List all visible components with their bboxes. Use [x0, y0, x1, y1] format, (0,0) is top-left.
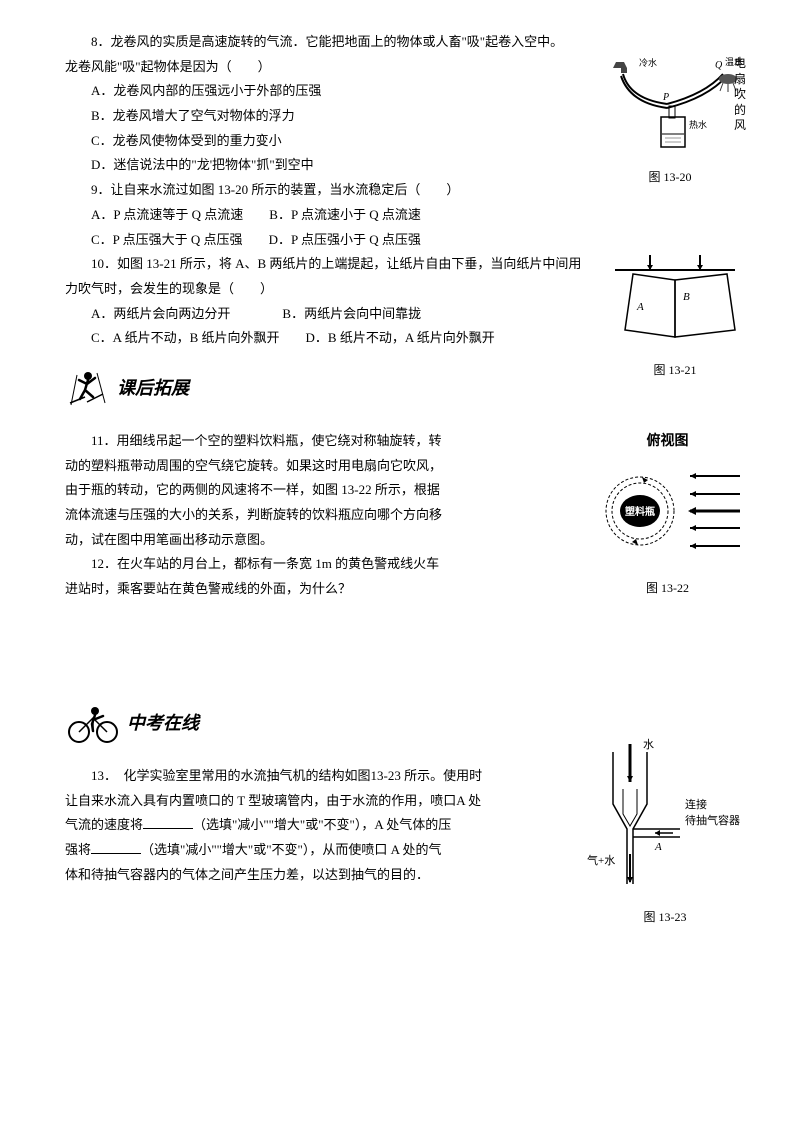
- q10-option-D: D．B 纸片不动，A 纸片向外飘开: [306, 330, 495, 345]
- q13-line4b: （选填"减小""增大"或"不变"），从而使喷口 A 处的气: [141, 842, 442, 857]
- label-B: B: [683, 291, 690, 303]
- faucet-icon: [613, 62, 627, 73]
- q13-line4a: 强将: [65, 842, 91, 857]
- label-A: A: [636, 301, 644, 313]
- wind-arrows: [688, 473, 740, 549]
- figure-13-22-label: 图 13-22: [590, 577, 745, 600]
- q13-line3b: （选填"减小""增大"或"不变"），A 处气体的压: [193, 817, 451, 832]
- q10-option-A: A．两纸片会向两边分开: [91, 306, 230, 321]
- section-title-extension: 课后拓展: [117, 371, 189, 405]
- figure-13-22: 俯视图 塑料瓶 电扇吹的风 图 13-22: [590, 429, 745, 600]
- figure-13-22-side: 电扇吹的风: [733, 56, 747, 134]
- cyclist-icon: [65, 702, 121, 744]
- figure-13-20-label: 图 13-20: [595, 166, 745, 189]
- figure-13-22-title: 俯视图: [590, 429, 745, 456]
- label-Q: Q: [715, 60, 723, 71]
- blank-2[interactable]: [91, 841, 141, 854]
- q9-option-A: A．P 点流速等于 Q 点流速: [91, 207, 243, 222]
- svg-text:待抽气容器: 待抽气容器: [685, 813, 740, 827]
- figure-13-21-label: 图 13-21: [605, 359, 745, 382]
- figure-13-21: A B 图 13-21: [605, 252, 745, 381]
- blank-1[interactable]: [143, 816, 193, 829]
- label-hot: 热水: [689, 119, 707, 130]
- q9-option-B: B．P 点流速小于 Q 点流速: [269, 207, 421, 222]
- section-title-exam: 中考在线: [127, 706, 199, 740]
- q8-stem-1: 8．龙卷风的实质是高速旋转的气流．它能把地面上的物体或人畜"吸"起卷入空中。: [65, 30, 745, 55]
- q13-line3a: 气流的速度将: [65, 817, 143, 832]
- svg-text:气+水: 气+水: [587, 853, 615, 867]
- skier-icon: [65, 367, 111, 409]
- svg-text:水: 水: [643, 738, 654, 751]
- svg-text:塑料瓶: 塑料瓶: [625, 505, 655, 518]
- figure-13-20: 冷水 P Q 温水 热水 图 13-20: [595, 54, 745, 188]
- q10-option-C: C．A 纸片不动，B 纸片向外飘开: [91, 330, 280, 345]
- q10-option-B: B．两纸片会向中间靠拢: [282, 306, 421, 321]
- figure-13-23-label: 图 13-23: [585, 906, 745, 929]
- figure-13-23: 水 A 连接 待抽气容器 气+水 图 13-23: [585, 734, 745, 928]
- svg-text:连接: 连接: [685, 798, 707, 811]
- label-P: P: [662, 92, 669, 103]
- q9-option-D: D．P 点压强小于 Q 点压强: [269, 232, 421, 247]
- section-header-extension: 课后拓展: [65, 367, 595, 409]
- q9-option-C: C．P 点压强大于 Q 点压强: [91, 232, 243, 247]
- svg-text:A: A: [654, 841, 662, 853]
- label-cold: 冷水: [639, 57, 657, 68]
